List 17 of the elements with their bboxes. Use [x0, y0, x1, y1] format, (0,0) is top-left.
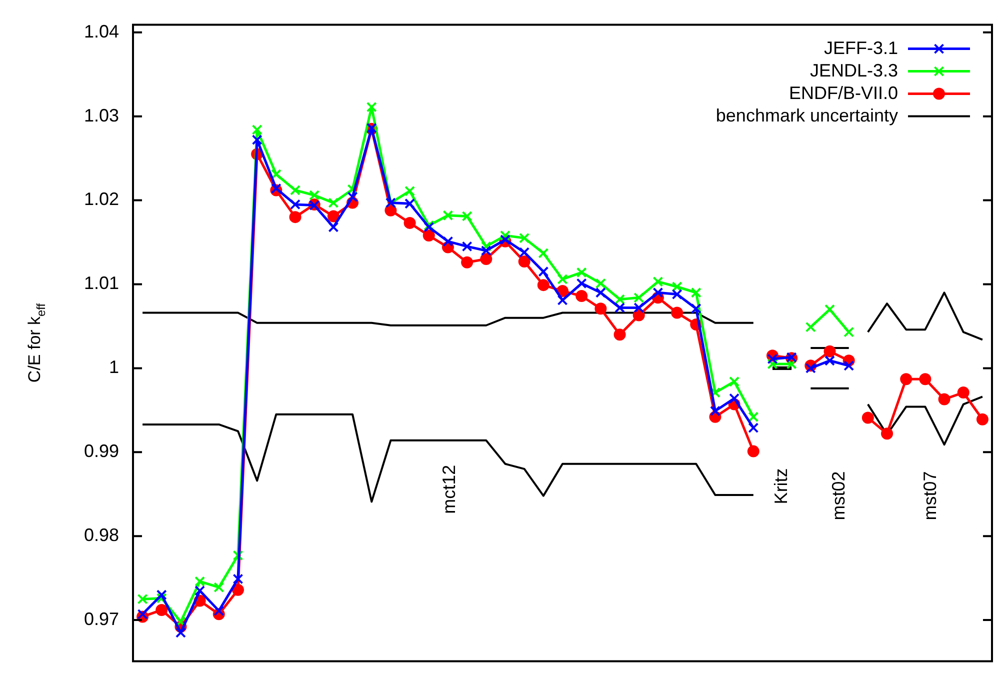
legend-label: ENDF/B-VII.0	[788, 82, 898, 103]
y-tick-label: 0.98	[84, 525, 119, 546]
y-axis-title: C/E for keff	[25, 302, 48, 383]
y-tick-label: 1.01	[84, 273, 119, 294]
annotation: mst02	[828, 471, 848, 520]
annotation: mct12	[438, 464, 459, 514]
legend-label: JENDL-3.3	[810, 60, 898, 80]
y-tick-label: 1.02	[84, 189, 119, 210]
legend-label: benchmark uncertainty	[716, 105, 898, 126]
y-tick-label: 1.03	[84, 105, 119, 126]
legend-label: JEFF-3.1	[824, 38, 898, 58]
y-tick-label: 1.04	[84, 21, 119, 42]
annotation: Kritz	[770, 468, 791, 504]
y-tick-label: 1	[108, 357, 119, 378]
annotation: mst07	[920, 471, 940, 520]
y-tick-label: 0.97	[84, 609, 119, 630]
y-tick-label: 0.99	[84, 441, 119, 462]
